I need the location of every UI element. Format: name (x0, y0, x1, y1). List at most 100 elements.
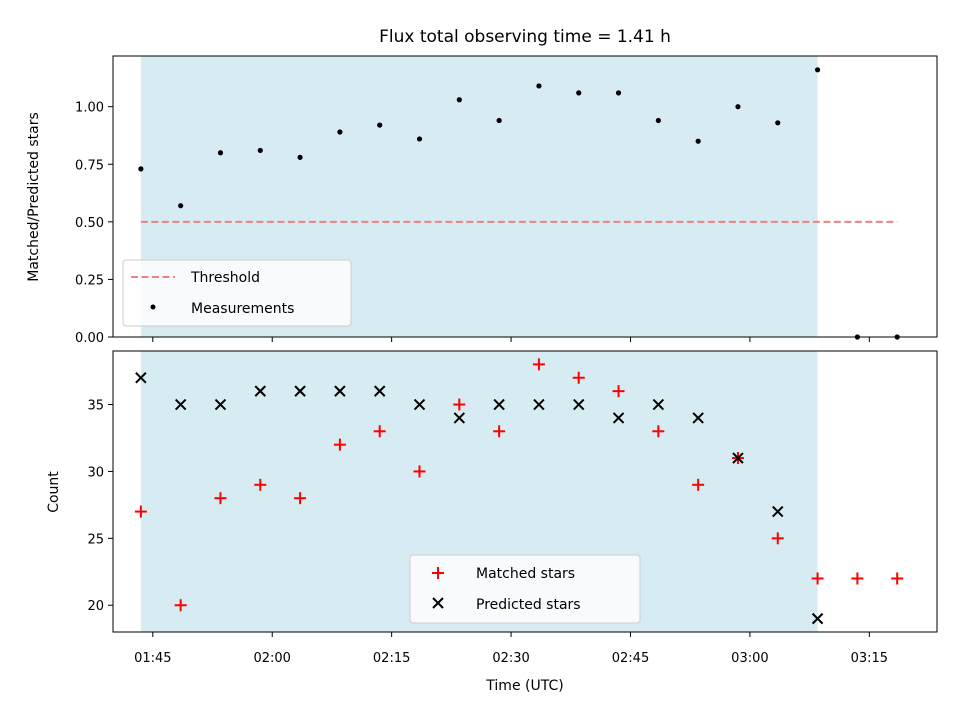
predicted-star-stroke-b (612, 412, 625, 424)
matched-star-point (413, 465, 426, 478)
measurement-point (416, 136, 423, 142)
ratio-x-ticks (152, 337, 870, 342)
predicted-star-stroke-b (294, 385, 306, 397)
count-legend: Matched stars Predicted stars (409, 554, 641, 624)
predicted-star-point (294, 385, 306, 397)
predicted-star-stroke-b (174, 398, 187, 411)
matched-star-point (294, 492, 307, 505)
count-xtick-label: 02:45 (612, 651, 649, 666)
legend-matched-swatch (432, 567, 444, 579)
predicted-star-stroke-b (732, 452, 744, 464)
count-x-ticks: 01:45 02:00 02:15 02:30 02:45 03:00 03:15 (134, 632, 888, 666)
measurement-point (456, 97, 462, 103)
count-y-axis-label: Count (46, 471, 62, 513)
predicted-star-point (533, 398, 545, 411)
predicted-star-point (214, 398, 227, 411)
matched-star-point (373, 425, 386, 438)
measurement-point (337, 129, 343, 135)
matched-star-point (891, 572, 904, 585)
predicted-star-stroke-b (772, 505, 784, 518)
legend-measurements-label: Measurements (191, 301, 294, 317)
ratio-ytick-label: 1.00 (75, 101, 104, 116)
count-xtick-label: 02:00 (253, 651, 290, 666)
predicted-star-stroke-b (453, 412, 466, 424)
predicted-star-stroke-b (373, 385, 386, 397)
predicted-star-stroke-b (652, 398, 665, 411)
predicted-star-point (652, 398, 665, 411)
measurement-point (257, 147, 263, 154)
predicted-star-point (573, 398, 585, 411)
measurement-point (536, 83, 542, 89)
count-xtick-label: 03:00 (731, 651, 768, 666)
legend-predicted-swatch (432, 597, 444, 609)
matched-star-point (692, 478, 705, 491)
predicted-star-point (811, 612, 824, 625)
legend-predicted-label: Predicted stars (476, 597, 581, 613)
matched-star-point (493, 425, 506, 438)
predicted-star-point (612, 412, 625, 424)
count-plot-area (134, 351, 904, 632)
matched-star-point (851, 572, 864, 585)
legend-measurements-swatch (150, 304, 156, 310)
measurement-point (814, 67, 821, 73)
predicted-star-stroke-b (334, 385, 346, 397)
matched-star-point (532, 358, 545, 371)
measurement-point (217, 150, 224, 156)
predicted-star-stroke-b (254, 385, 266, 397)
matched-star-point (254, 478, 267, 491)
measurement-point (655, 117, 661, 124)
predicted-star-stroke-b (811, 612, 824, 625)
predicted-star-point (732, 452, 744, 464)
predicted-star-stroke-b (493, 398, 505, 411)
predicted-star-point (692, 412, 704, 424)
ratio-legend: Threshold Measurements (122, 259, 352, 327)
matched-star-point (652, 425, 665, 438)
count-ytick-label: 20 (87, 599, 104, 614)
ratio-ytick-label: 0.25 (75, 273, 104, 288)
measurement-point (377, 122, 383, 128)
ratio-y-axis-label: Matched/Predicted stars (26, 112, 42, 282)
predicted-star-stroke-b (214, 398, 227, 411)
count-ytick-label: 25 (87, 532, 104, 547)
predicted-star-point (254, 385, 266, 397)
count-y-ticks: 20 25 30 35 (87, 399, 113, 614)
measurement-point (576, 90, 582, 96)
count-panel-frame (112, 350, 938, 633)
measurement-point (775, 120, 781, 126)
count-ytick-label: 35 (87, 399, 104, 414)
count-xtick-label: 01:45 (134, 651, 171, 666)
predicted-star-point (373, 385, 386, 397)
legend-threshold-label: Threshold (190, 270, 260, 286)
predicted-star-point (493, 398, 505, 411)
predicted-star-stroke-b (413, 398, 426, 411)
count-legend-box (409, 554, 641, 624)
ratio-ytick-label: 0.50 (75, 216, 104, 231)
ratio-ytick-label: 0.00 (75, 331, 104, 346)
measurement-point (615, 90, 622, 96)
measurement-point (496, 117, 502, 124)
count-ytick-label: 30 (87, 465, 104, 480)
predicted-star-point (413, 398, 426, 411)
predicted-star-stroke-b (573, 398, 585, 411)
count-xtick-label: 02:30 (492, 651, 529, 666)
matched-star-point (771, 532, 784, 545)
matched-star-point (174, 599, 187, 612)
matched-star-point (612, 385, 625, 398)
matched-star-point (572, 371, 585, 384)
predicted-star-stroke-b (692, 412, 704, 424)
predicted-star-point (453, 412, 466, 424)
predicted-star-point (135, 372, 147, 384)
measurement-point (735, 104, 741, 110)
matched-star-point (134, 505, 147, 518)
measurement-point (178, 203, 184, 209)
predicted-star-stroke-b (135, 372, 147, 384)
chart-title: Flux total observing time = 1.41 h (379, 27, 671, 47)
predicted-star-point (334, 385, 346, 397)
matched-star-point (453, 398, 466, 411)
ratio-ytick-label: 0.75 (75, 158, 104, 173)
ratio-panel-frame (112, 55, 938, 338)
ratio-panel: 0.00 0.25 0.50 0.75 1.00 Matched/Predicted s… (26, 55, 938, 346)
measurement-point (138, 166, 144, 172)
